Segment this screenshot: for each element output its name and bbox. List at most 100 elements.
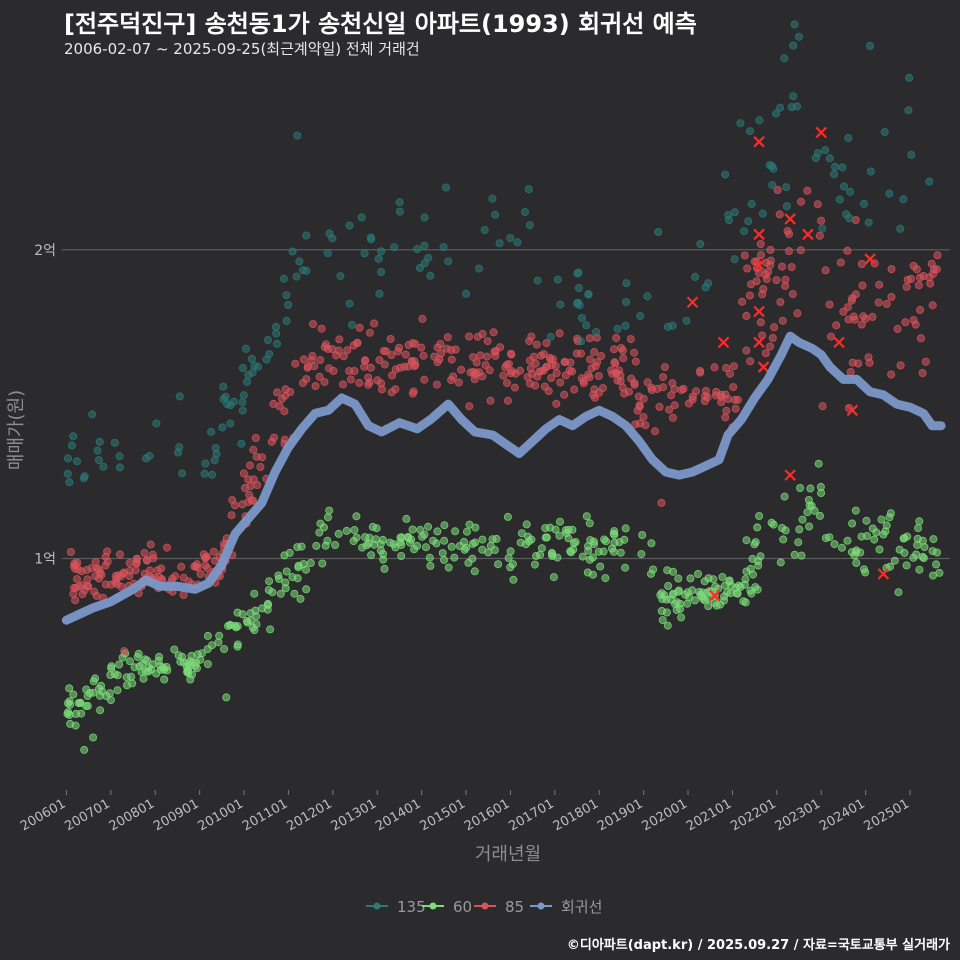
point-85 xyxy=(496,343,505,352)
point-60 xyxy=(106,671,115,680)
point-85 xyxy=(679,384,688,393)
point-135 xyxy=(207,470,216,479)
point-85 xyxy=(315,372,324,381)
point-85 xyxy=(430,352,439,361)
point-135 xyxy=(521,207,530,216)
point-135 xyxy=(907,150,916,159)
point-60 xyxy=(318,559,327,568)
point-60 xyxy=(796,483,805,492)
point-85 xyxy=(245,461,254,470)
cancelled-mark xyxy=(864,253,876,265)
point-135 xyxy=(513,238,522,247)
point-85 xyxy=(647,385,656,394)
point-60 xyxy=(82,702,91,711)
point-85 xyxy=(350,366,359,375)
point-60 xyxy=(156,665,165,674)
point-85 xyxy=(660,363,669,372)
point-85 xyxy=(386,334,395,343)
point-60 xyxy=(125,657,134,666)
point-60 xyxy=(397,552,406,561)
point-135 xyxy=(325,229,334,238)
point-135 xyxy=(613,324,622,333)
point-60 xyxy=(203,631,212,640)
point-135 xyxy=(263,335,272,344)
point-60 xyxy=(594,547,603,556)
point-135 xyxy=(768,181,777,190)
point-60 xyxy=(620,535,629,544)
point-135 xyxy=(360,249,369,258)
point-135 xyxy=(885,189,894,198)
point-60 xyxy=(567,548,576,557)
point-85 xyxy=(781,275,790,284)
point-60 xyxy=(795,525,804,534)
legend-swatch xyxy=(373,902,381,910)
point-85 xyxy=(585,334,594,343)
point-135 xyxy=(724,211,733,220)
point-60 xyxy=(350,526,359,535)
legend-item-85: 85 xyxy=(474,898,524,916)
point-85 xyxy=(854,359,863,368)
point-60 xyxy=(913,534,922,543)
point-60 xyxy=(902,561,911,570)
point-60 xyxy=(532,552,541,561)
point-85 xyxy=(267,437,276,446)
point-85 xyxy=(928,301,937,310)
legend-item-60: 60 xyxy=(422,898,472,916)
point-60 xyxy=(755,512,764,521)
point-85 xyxy=(668,379,677,388)
point-135 xyxy=(271,322,280,331)
point-85 xyxy=(770,323,779,332)
point-135 xyxy=(740,227,749,236)
regression-line xyxy=(61,331,946,625)
point-60 xyxy=(418,532,427,541)
point-60 xyxy=(780,492,789,501)
point-135 xyxy=(63,469,72,478)
point-60 xyxy=(290,589,299,598)
point-135 xyxy=(226,419,235,428)
point-85 xyxy=(83,565,92,574)
point-85 xyxy=(365,328,374,337)
point-60 xyxy=(695,587,704,596)
point-135 xyxy=(701,283,710,292)
point-85 xyxy=(887,265,896,274)
point-85 xyxy=(101,580,110,589)
point-60 xyxy=(424,522,433,531)
point-85 xyxy=(465,402,474,411)
point-135 xyxy=(592,327,601,336)
x-tick-label: 202001 xyxy=(640,796,690,834)
point-60 xyxy=(176,657,185,666)
point-60 xyxy=(886,562,895,571)
point-60 xyxy=(838,543,847,552)
point-85 xyxy=(157,564,166,573)
point-85 xyxy=(78,590,87,599)
point-85 xyxy=(665,405,674,414)
point-85 xyxy=(132,559,141,568)
point-85 xyxy=(91,558,100,567)
point-60 xyxy=(900,534,909,543)
point-135 xyxy=(345,299,354,308)
point-85 xyxy=(529,352,538,361)
point-135 xyxy=(110,438,119,447)
point-60 xyxy=(494,560,503,569)
point-60 xyxy=(621,524,630,533)
point-135 xyxy=(574,268,583,277)
point-85 xyxy=(240,483,249,492)
point-85 xyxy=(570,385,579,394)
y-axis: 1억 2억 xyxy=(34,243,56,568)
point-85 xyxy=(148,550,157,559)
point-85 xyxy=(316,355,325,364)
cancelled-mark-x xyxy=(833,336,845,349)
point-85 xyxy=(784,247,793,256)
point-85 xyxy=(486,396,495,405)
point-135 xyxy=(439,243,448,252)
point-60 xyxy=(860,565,869,574)
point-135 xyxy=(818,224,827,233)
point-135 xyxy=(491,210,500,219)
point-135 xyxy=(782,202,791,211)
point-60 xyxy=(699,595,708,604)
point-85 xyxy=(560,357,569,366)
point-60 xyxy=(468,554,477,563)
point-85 xyxy=(249,445,258,454)
point-85 xyxy=(743,264,752,273)
point-60 xyxy=(806,484,815,493)
